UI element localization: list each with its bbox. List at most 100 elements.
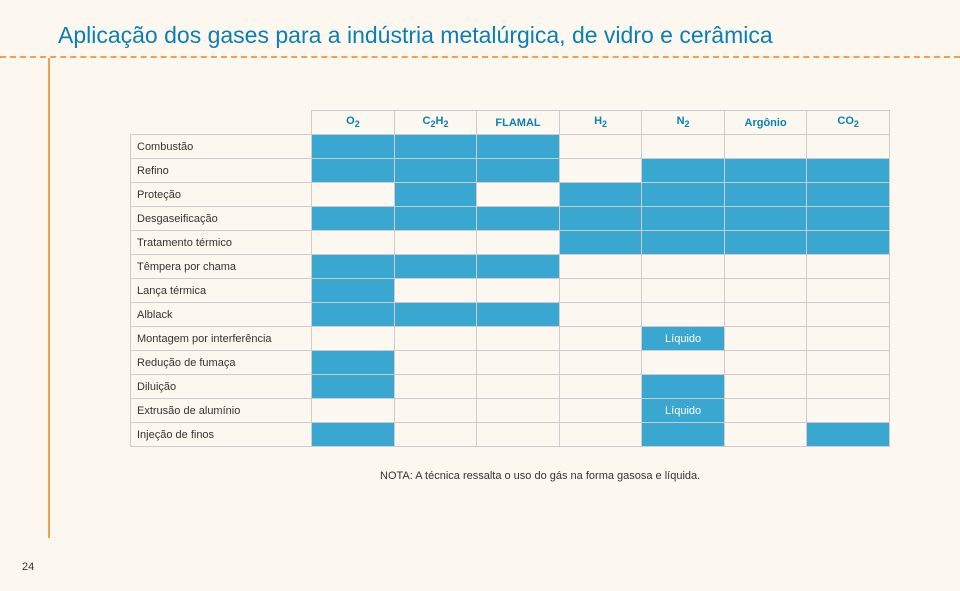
- table-cell: [724, 399, 807, 423]
- table-cell: [394, 231, 477, 255]
- table-cell: [477, 207, 560, 231]
- table-cell: [312, 375, 395, 399]
- table-cell: [807, 279, 890, 303]
- table-cell: [477, 159, 560, 183]
- table-cell: [642, 207, 725, 231]
- table-cell: [642, 423, 725, 447]
- table-cell: [394, 279, 477, 303]
- table-row: Lança térmica: [131, 279, 890, 303]
- table-cell: [394, 327, 477, 351]
- table-cell: [559, 279, 642, 303]
- table-cell: [394, 255, 477, 279]
- table-cell: [642, 231, 725, 255]
- column-header: Argônio: [724, 111, 807, 135]
- table-cell: [394, 159, 477, 183]
- row-label: Desgaseificação: [131, 207, 312, 231]
- table-cell: [807, 135, 890, 159]
- dashed-divider: [0, 56, 960, 58]
- column-header: N2: [642, 111, 725, 135]
- table-cell: [807, 207, 890, 231]
- table-cell: [312, 279, 395, 303]
- table-row: Têmpera por chama: [131, 255, 890, 279]
- table-row: Desgaseificação: [131, 207, 890, 231]
- table-cell: [642, 135, 725, 159]
- table-cell: [724, 423, 807, 447]
- row-label: Tratamento térmico: [131, 231, 312, 255]
- table-cell: [394, 399, 477, 423]
- table-cell: [312, 135, 395, 159]
- table-cell: [642, 279, 725, 303]
- table-cell: [724, 255, 807, 279]
- table-cell: [724, 375, 807, 399]
- gas-application-table: O2C2H2FLAMALH2N2ArgônioCO2CombustãoRefin…: [130, 110, 890, 447]
- table-cell: [477, 303, 560, 327]
- table-cell: [394, 351, 477, 375]
- table-cell: [642, 159, 725, 183]
- table-cell: [559, 327, 642, 351]
- page-number: 24: [22, 561, 34, 573]
- table-cell: [724, 159, 807, 183]
- page-title: Aplicação dos gases para a indústria met…: [58, 22, 773, 49]
- table-cell: [477, 351, 560, 375]
- table-cell: [559, 399, 642, 423]
- table-cell: [312, 255, 395, 279]
- table-cell: [312, 231, 395, 255]
- table-cell: [724, 303, 807, 327]
- table-cell: [807, 351, 890, 375]
- row-label: Combustão: [131, 135, 312, 159]
- row-label: Alblack: [131, 303, 312, 327]
- table-cell: [642, 303, 725, 327]
- table-cell: [724, 207, 807, 231]
- table-cell: [724, 351, 807, 375]
- table-cell: [807, 159, 890, 183]
- table-cell: [312, 207, 395, 231]
- row-label: Montagem por interferência: [131, 327, 312, 351]
- table-cell: [559, 207, 642, 231]
- table-cell: [559, 303, 642, 327]
- table-cell: [807, 183, 890, 207]
- table-cell: [559, 255, 642, 279]
- table-cell: [559, 423, 642, 447]
- vertical-accent-line: [48, 58, 50, 538]
- table-corner: [131, 111, 312, 135]
- table-cell: [807, 375, 890, 399]
- table-cell: [477, 231, 560, 255]
- row-label: Injeção de finos: [131, 423, 312, 447]
- table-cell: [642, 351, 725, 375]
- table-cell: [559, 135, 642, 159]
- table-cell: [559, 183, 642, 207]
- column-header: O2: [312, 111, 395, 135]
- table-cell: Líquido: [642, 399, 725, 423]
- table-cell: [394, 303, 477, 327]
- table-cell: [394, 183, 477, 207]
- table-row: Refino: [131, 159, 890, 183]
- table-row: Combustão: [131, 135, 890, 159]
- column-header: FLAMAL: [477, 111, 560, 135]
- table-cell: [807, 399, 890, 423]
- table-cell: [642, 183, 725, 207]
- row-label: Redução de fumaça: [131, 351, 312, 375]
- column-header: C2H2: [394, 111, 477, 135]
- row-label: Lança térmica: [131, 279, 312, 303]
- table-cell: [807, 255, 890, 279]
- table-cell: [394, 207, 477, 231]
- table-cell: [312, 183, 395, 207]
- footnote: NOTA: A técnica ressalta o uso do gás na…: [380, 470, 700, 482]
- table-cell: [394, 423, 477, 447]
- table-row: Proteção: [131, 183, 890, 207]
- table-cell: [312, 327, 395, 351]
- table-cell: [724, 135, 807, 159]
- table-cell: [559, 351, 642, 375]
- table-cell: [477, 399, 560, 423]
- table-cell: [807, 327, 890, 351]
- table-row: Redução de fumaça: [131, 351, 890, 375]
- table-cell: [312, 159, 395, 183]
- table-row: Extrusão de alumínio Líquido: [131, 399, 890, 423]
- table-cell: [724, 327, 807, 351]
- table-row: Alblack: [131, 303, 890, 327]
- row-label: Extrusão de alumínio: [131, 399, 312, 423]
- column-header: CO2: [807, 111, 890, 135]
- table-cell: [477, 135, 560, 159]
- table-cell: [312, 423, 395, 447]
- table-cell: [642, 375, 725, 399]
